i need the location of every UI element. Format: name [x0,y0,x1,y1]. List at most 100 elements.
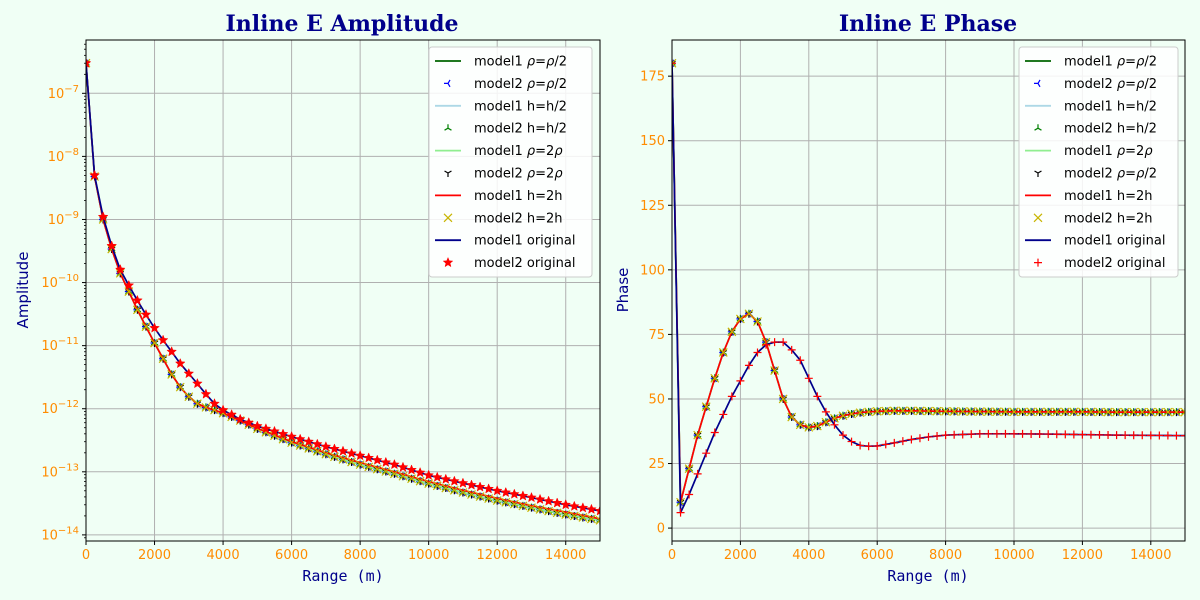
data-point [856,441,865,450]
data-point [234,413,246,424]
data-point [736,376,745,385]
data-point [685,490,694,499]
amplitude-x-tick-label: 4000 [207,548,240,563]
data-point [1018,429,1027,438]
data-point [175,382,185,392]
amplitude-legend: model1 ρ=ρ/2 model2 ρ=ρ/2 model1 h=h/2 mode… [428,46,593,278]
data-point [303,436,315,447]
data-point [475,492,485,501]
phase-y-tick-label: 25 [648,457,665,472]
data-point [398,471,408,481]
phase-x-tick-label: 6000 [861,548,894,563]
data-point [710,373,720,383]
data-point [407,474,416,484]
data-point [372,464,382,474]
data-point [949,406,959,416]
data-point [166,346,178,357]
data-point [184,392,194,402]
data-point [209,398,220,409]
data-point [1163,407,1173,417]
data-point [595,515,600,525]
data-point [1001,407,1010,417]
data-point [458,488,468,497]
amplitude-y-tick-label: 10−11 [41,336,79,354]
data-point [1146,407,1156,417]
legend-item-model1-h-2h: model1 h=2h [435,189,563,204]
data-point [363,452,375,463]
data-point [1009,407,1019,417]
data-point [1103,407,1113,417]
data-point [950,430,959,439]
data-point [132,294,143,306]
legend-label: model1 h=h/2 [1064,99,1157,114]
series-markers-model2-original [672,59,1185,517]
data-point [770,366,780,375]
data-point [226,409,238,420]
data-point [526,491,537,503]
legend-label: model2 original [474,256,575,271]
data-point [364,462,374,472]
legend-swatch [1034,258,1042,267]
amplitude-x-tick-label: 12000 [477,548,518,563]
data-point [269,425,280,437]
data-point [864,407,874,417]
legend-label: model1 ρ=2ρ [1064,144,1153,159]
phase-plot-area [672,58,1185,517]
legend-swatch [442,256,454,268]
data-point [753,348,762,357]
data-point [312,446,322,456]
amplitude-panel: Inline E Amplitude 0 2000 4000 6000 8000 1000… [14,11,601,585]
legend-label: model2 ρ=ρ/2 [474,77,567,92]
amplitude-x-tick-label: 14000 [545,548,586,563]
data-point [693,430,703,440]
data-point [873,441,882,450]
data-point [804,422,814,432]
legend-item-model2-rho-2rho: model2 ρ=2ρ [444,167,563,182]
data-point [338,454,348,464]
phase-y-tick-label: 125 [640,199,665,214]
data-point [294,433,306,444]
data-point [174,357,186,369]
data-point [140,308,152,320]
data-point [1061,430,1070,439]
data-point [440,473,452,484]
data-point [795,420,805,430]
data-point [260,423,272,434]
data-point [1035,407,1045,417]
data-point [132,305,142,315]
phase-x-tick-label: 0 [668,548,676,563]
data-point [1163,431,1172,440]
data-point [1120,407,1130,417]
data-point [448,475,460,486]
data-point [474,481,486,492]
legend-label: model1 h=2h [1064,189,1153,204]
phase-x-tick-label: 2000 [724,548,757,563]
data-point [371,454,383,465]
phase-y-tick-label: 75 [648,328,665,343]
data-point [684,464,694,474]
phase-y-tick-label: 0 [657,522,665,537]
legend-swatch [444,170,452,177]
data-point [672,58,677,68]
amplitude-y-tick-label: 10−12 [41,399,79,417]
phase-x-tick-label: 8000 [929,548,962,563]
legend-item-model2-rho-rho-2: model2 ρ=ρ/2 [1034,167,1157,182]
data-point [569,511,579,521]
data-point [509,499,519,509]
data-point [243,417,255,428]
data-point [329,443,340,454]
data-point [1018,407,1027,417]
data-point [821,407,830,416]
legend-label: model2 h=2h [1064,211,1153,226]
data-point [86,57,92,68]
data-point [718,348,728,357]
legend-item-model1-original: model1 original [1025,234,1165,249]
data-point [191,377,203,389]
phase-y-tick-label: 150 [640,134,665,149]
data-point [1001,429,1010,438]
amplitude-y-tick-label: 10−7 [48,84,79,102]
data-point [551,497,563,508]
data-point [915,434,924,443]
legend-item-model2-rho-rho-2: model2 ρ=ρ/2 [444,77,567,92]
data-point [449,485,459,495]
